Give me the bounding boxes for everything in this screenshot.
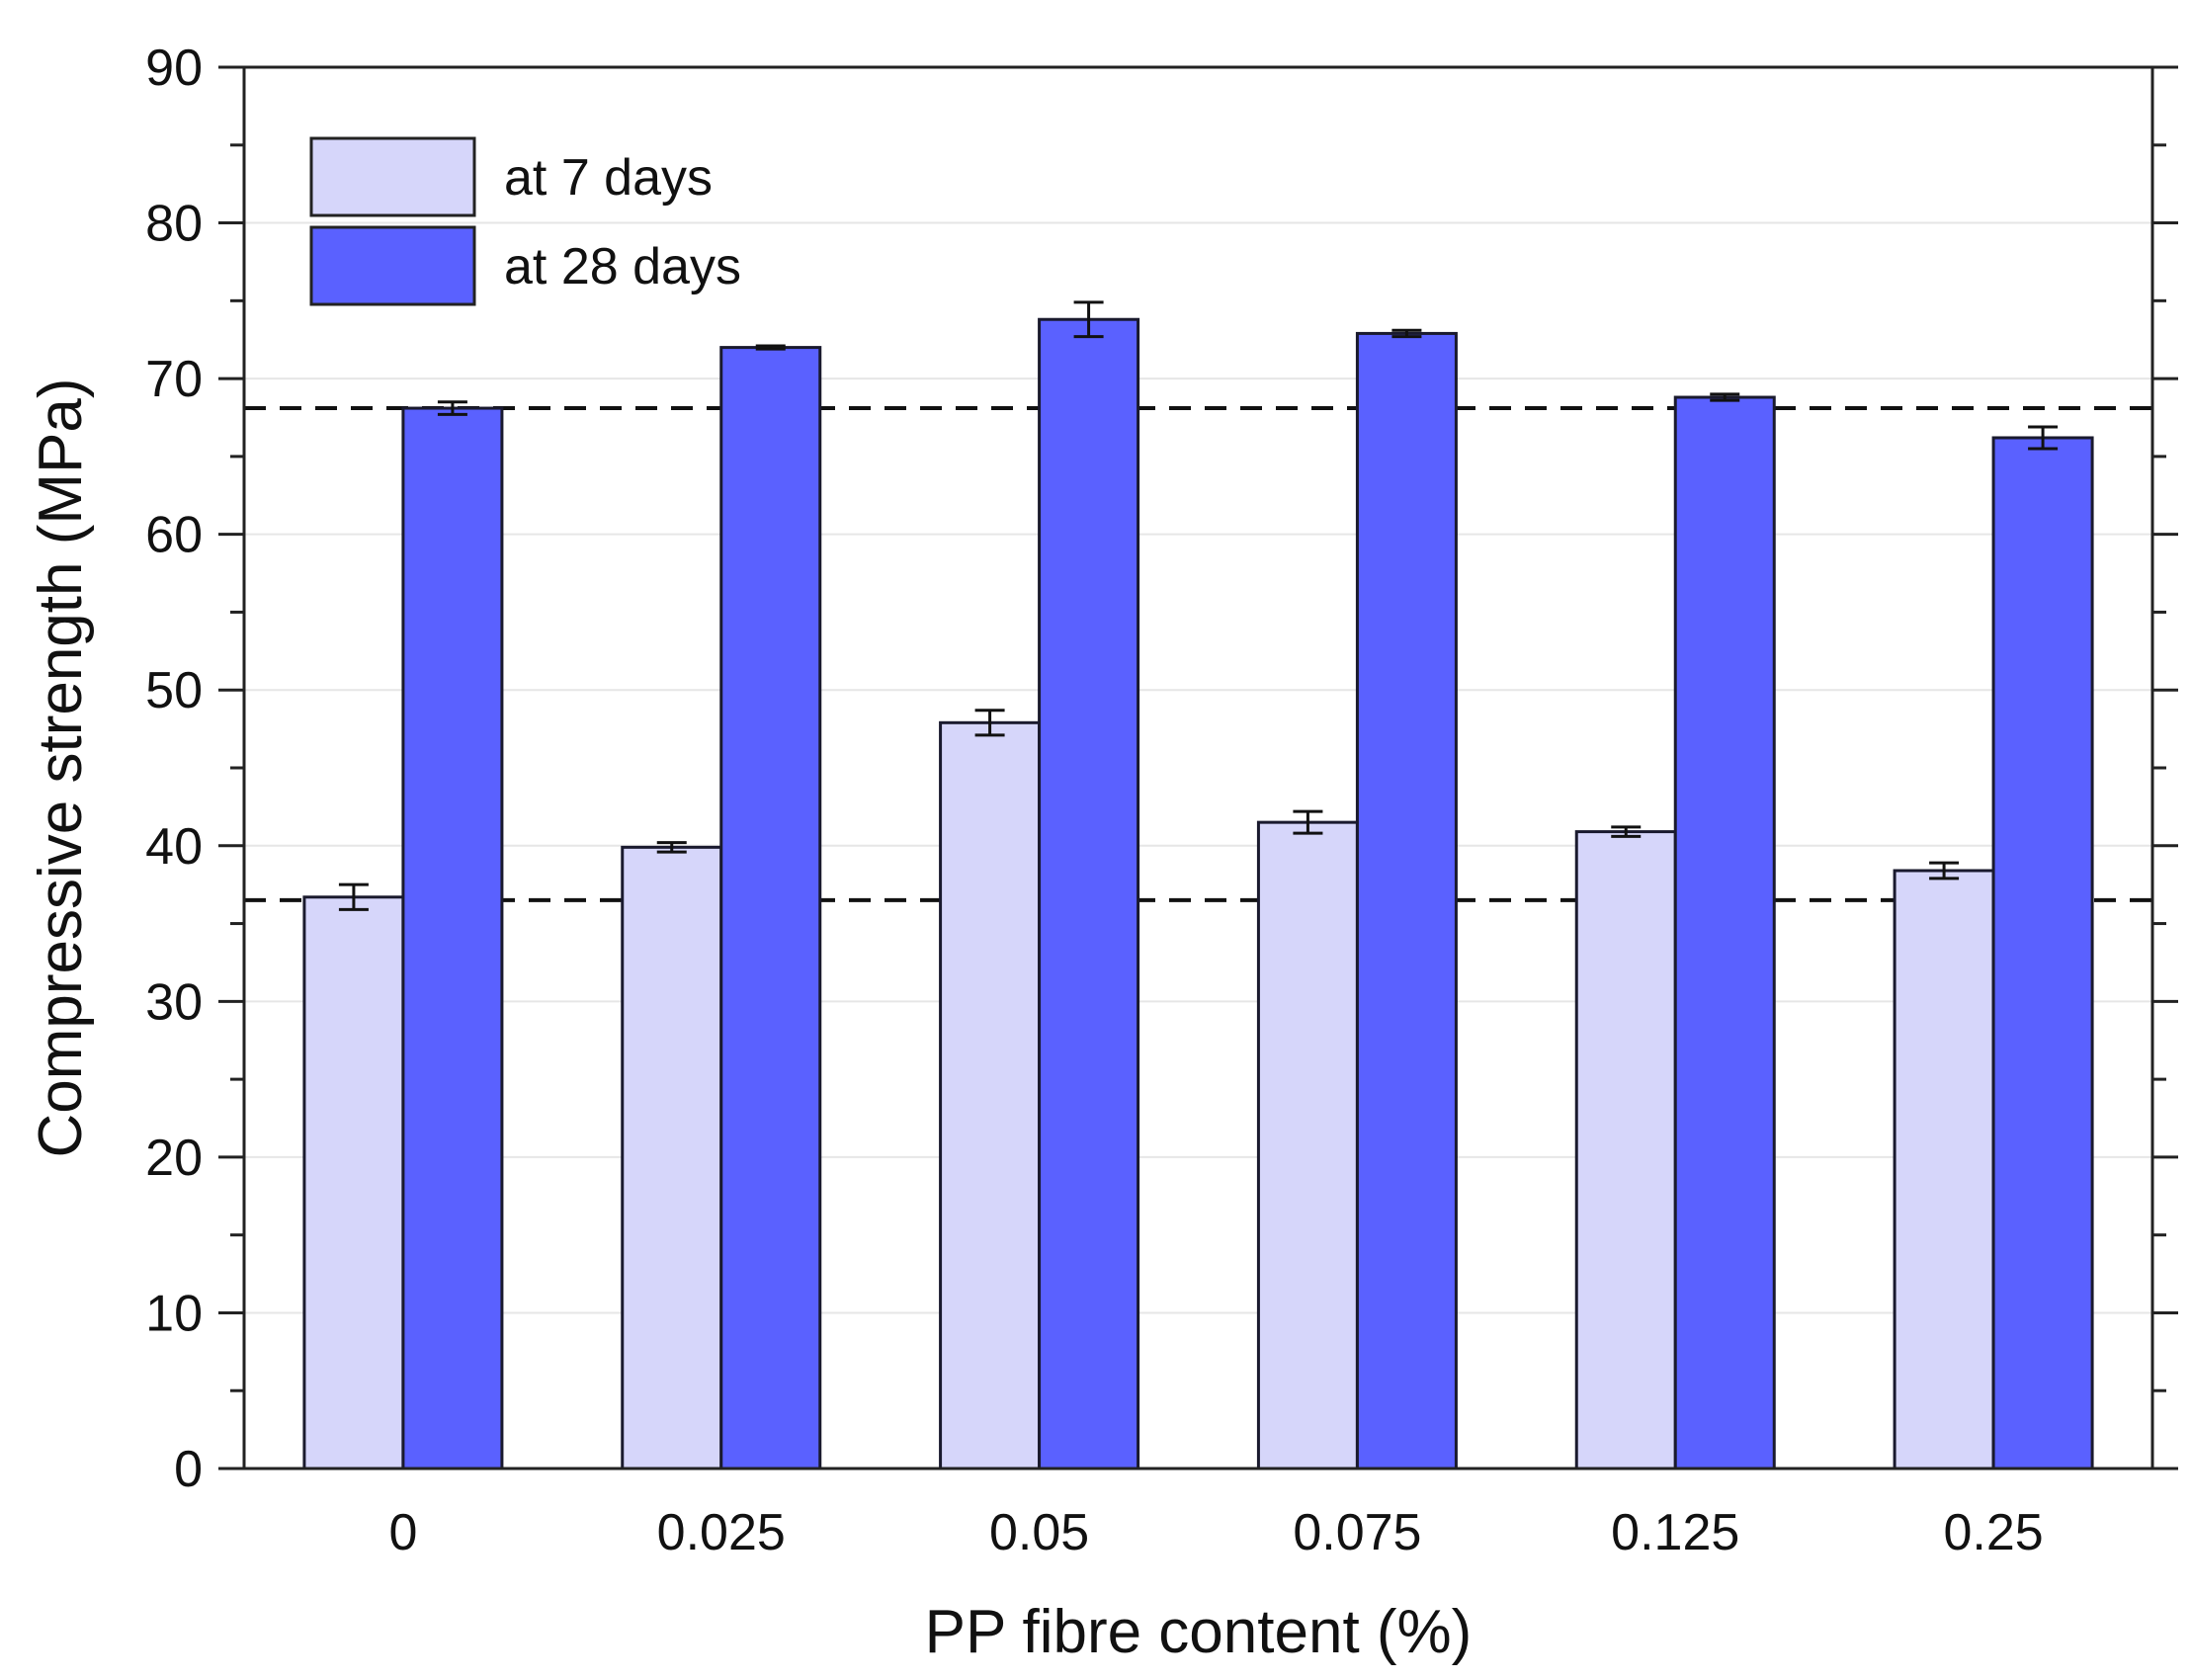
- y-tick-label: 70: [145, 351, 203, 408]
- y-tick-label: 20: [145, 1130, 203, 1187]
- y-tick-label: 50: [145, 662, 203, 719]
- y-tick-label: 0: [174, 1441, 203, 1498]
- bar-7-days-0.025: [621, 845, 723, 1470]
- y-tick-label: 60: [145, 507, 203, 564]
- bars: [302, 317, 2094, 1470]
- error-bars: [338, 300, 2059, 911]
- y-tick-label: 90: [145, 40, 203, 97]
- bar-28-days-0.25: [1991, 436, 2094, 1470]
- y-tick-label: 10: [145, 1285, 203, 1342]
- y-tick-label: 40: [145, 818, 203, 876]
- bar-7-days-0.075: [1256, 820, 1359, 1470]
- x-tick-label: 0: [388, 1504, 417, 1561]
- bar-7-days-0.25: [1893, 869, 1995, 1470]
- gridlines: [244, 221, 2152, 1314]
- legend-label-28-days: at 28 days: [504, 238, 741, 295]
- x-tick-label: 0.05: [989, 1504, 1089, 1561]
- bar-7-days-0.125: [1574, 830, 1677, 1470]
- x-tick-label: 0.25: [1943, 1504, 2043, 1561]
- legend: at 7 days at 28 days: [309, 136, 741, 306]
- y-tick-label: 30: [145, 973, 203, 1031]
- x-axis-title: PP fibre content (%): [925, 1598, 1473, 1666]
- x-tick-label: 0.025: [657, 1504, 786, 1561]
- x-tick-label: 0.075: [1293, 1504, 1421, 1561]
- bar-28-days-0.075: [1355, 331, 1458, 1470]
- bar-28-days-0.125: [1673, 395, 1776, 1470]
- reference-lines: [244, 406, 2152, 902]
- y-axis-title: Compressive strength (MPa): [27, 378, 95, 1157]
- bar-7-days-0.05: [939, 720, 1042, 1470]
- legend-swatch-28-days: [309, 225, 476, 306]
- bar-28-days-0.025: [719, 346, 822, 1470]
- x-tick-label: 0.125: [1611, 1504, 1739, 1561]
- legend-swatch-7-days: [309, 136, 476, 217]
- y-tick-label: 80: [145, 196, 203, 253]
- bar-28-days-0: [401, 406, 504, 1470]
- ticks: 0 10 20 30 40 50 60 70 80 90 0 0.025 0.05 0.075 0.125 0…: [145, 40, 2178, 1561]
- bar-28-days-0.05: [1038, 317, 1140, 1470]
- legend-label-7-days: at 7 days: [504, 149, 713, 207]
- bar-7-days-0: [302, 895, 405, 1470]
